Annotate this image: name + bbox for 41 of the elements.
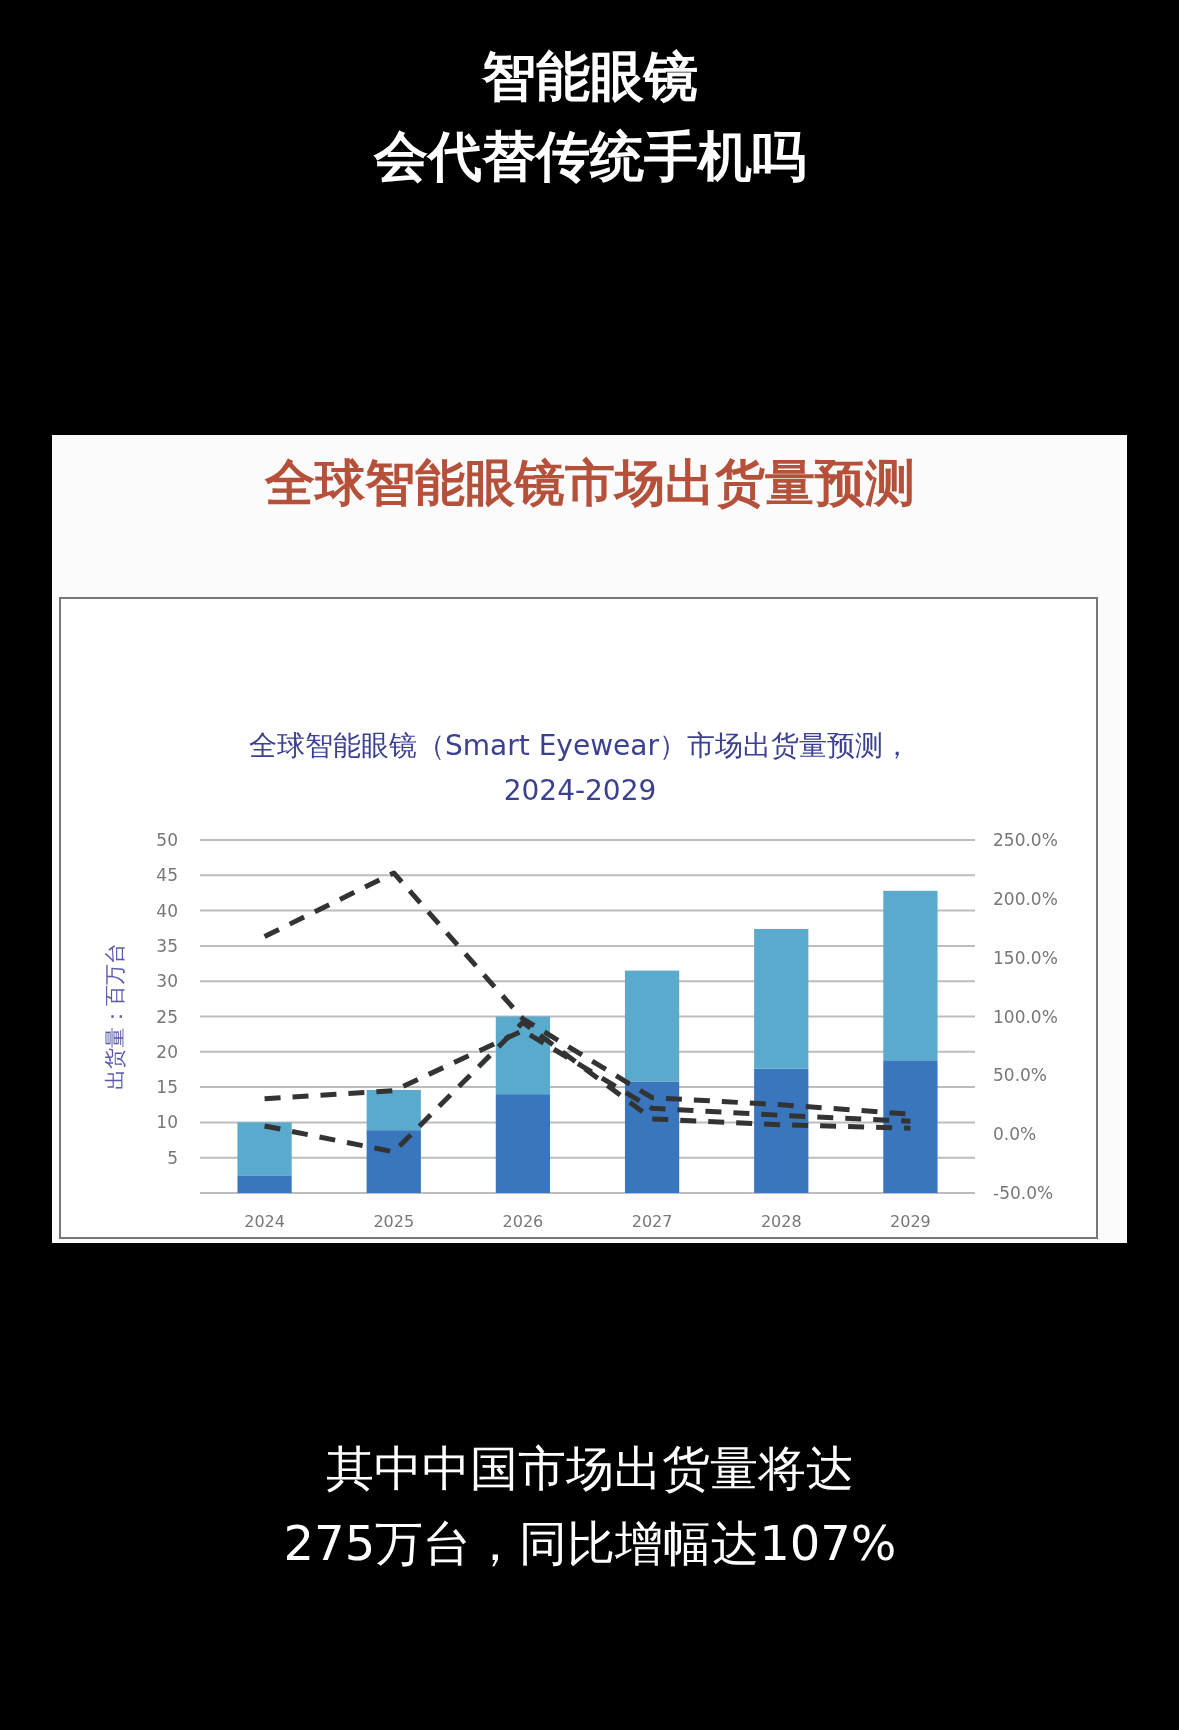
bar bbox=[366, 1089, 421, 1131]
x-tick-label: 2027 bbox=[631, 1212, 673, 1231]
y-tick-label: 40 bbox=[156, 900, 178, 921]
bar bbox=[624, 970, 680, 1082]
bar bbox=[495, 1094, 551, 1193]
y-tick-label: 20 bbox=[156, 1041, 178, 1062]
y-tick-label: 30 bbox=[156, 971, 178, 992]
y2-tick-label: 50.0% bbox=[993, 1065, 1048, 1086]
y-tick-label: 35 bbox=[156, 935, 178, 956]
x-tick-label: 2024 bbox=[244, 1212, 285, 1231]
text: 智能眼镜 bbox=[481, 45, 698, 108]
y2-tick-label: 200.0% bbox=[993, 888, 1058, 909]
chart-title: 全球智能眼镜（Smart Eyewear）市场出货量预测， 2024-2029 bbox=[249, 729, 911, 807]
y-tick-label: 15 bbox=[156, 1077, 178, 1098]
y-tick-label: 5 bbox=[167, 1147, 178, 1168]
x-tick-label: 2026 bbox=[502, 1212, 544, 1231]
x-tick-label: 2029 bbox=[890, 1212, 931, 1231]
bar bbox=[366, 1130, 421, 1193]
bar bbox=[624, 1081, 680, 1193]
y-axis-title: 出货量：百万台 bbox=[103, 943, 127, 1090]
y2-tick-label: 0.0% bbox=[993, 1124, 1037, 1145]
y-tick-label: 45 bbox=[156, 865, 178, 886]
bar bbox=[237, 1175, 292, 1193]
bar bbox=[754, 928, 809, 1069]
x-tick-label: 2028 bbox=[760, 1212, 802, 1231]
bar bbox=[883, 1060, 938, 1193]
y-tick-label: 50 bbox=[156, 830, 178, 850]
text: 全球智能眼镜市场出货量预测 bbox=[264, 454, 915, 512]
bar bbox=[883, 890, 938, 1061]
y-tick-label: 10 bbox=[156, 1112, 178, 1133]
y-tick-label: 25 bbox=[156, 1006, 178, 1027]
y2-tick-label: 100.0% bbox=[993, 1006, 1058, 1027]
x-tick-label: 2025 bbox=[373, 1212, 415, 1231]
y2-tick-label: 250.0% bbox=[993, 830, 1058, 850]
text: 其中中国市场出货量将达 bbox=[326, 1440, 854, 1496]
text: 275万台，同比增幅达107% bbox=[283, 1515, 897, 1571]
bar bbox=[754, 1068, 809, 1193]
text: 会代替传统手机吗 bbox=[373, 125, 806, 188]
y2-tick-label: -50.0% bbox=[993, 1183, 1054, 1203]
y2-tick-label: 150.0% bbox=[993, 947, 1058, 968]
bar bbox=[237, 1122, 292, 1176]
